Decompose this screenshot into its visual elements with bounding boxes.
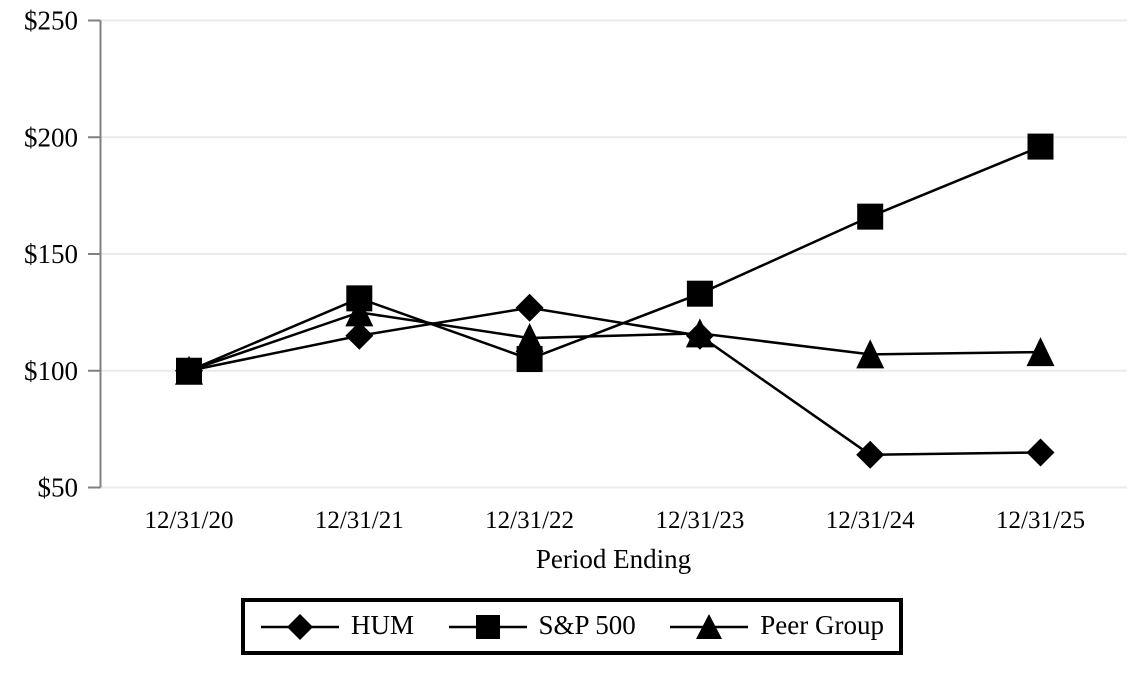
x-tick-label: 12/31/24 xyxy=(826,507,915,534)
legend-label-peer-group: Peer Group xyxy=(760,610,884,640)
x-tick-label: 12/31/21 xyxy=(315,507,404,534)
y-tick-label: $50 xyxy=(38,473,79,503)
series-line-peer-group xyxy=(188,311,1041,372)
marker-s-p-500 xyxy=(176,357,202,384)
x-tick-label: 12/31/25 xyxy=(996,507,1085,534)
marker-s-p-500 xyxy=(1027,133,1054,160)
legend-item-peer-group: Peer Group xyxy=(669,610,884,644)
marker-peer-group xyxy=(685,318,714,348)
marker-hum xyxy=(856,440,885,469)
marker-hum xyxy=(345,321,374,350)
legend-label-sp500: S&P 500 xyxy=(538,610,636,640)
marker-peer-group xyxy=(856,339,885,369)
x-axis-title: Period Ending xyxy=(535,544,692,574)
x-tick-label: 12/31/23 xyxy=(655,507,744,534)
legend-item-sp500: S&P 500 xyxy=(448,610,636,644)
marker-s-p-500 xyxy=(346,285,373,312)
peer-group-triangle-marker-icon xyxy=(670,613,749,639)
x-tick-label: 12/31/20 xyxy=(145,507,234,534)
marker-peer-group xyxy=(1026,337,1055,367)
y-tick-label: $250 xyxy=(24,6,78,36)
y-tick-label: $100 xyxy=(24,356,78,386)
marker-peer-group xyxy=(345,297,374,327)
marker-peer-group xyxy=(515,323,544,353)
hum-diamond-marker-icon xyxy=(261,613,339,640)
marker-hum xyxy=(515,293,544,322)
series-line-s-p-500 xyxy=(188,145,1041,372)
y-tick-label: $150 xyxy=(24,239,78,269)
legend-item-hum: HUM xyxy=(260,610,414,644)
marker-s-p-500 xyxy=(516,346,543,373)
legend: HUM S&P 500 Peer Group xyxy=(241,598,903,655)
marker-s-p-500 xyxy=(686,280,713,307)
legend-label-hum: HUM xyxy=(351,610,415,640)
y-tick-label: $200 xyxy=(24,122,78,152)
series-line-hum xyxy=(188,306,1041,457)
marker-hum xyxy=(1026,438,1055,467)
x-tick-label: 12/31/22 xyxy=(485,507,574,534)
sp500-square-marker-icon xyxy=(448,614,527,639)
marker-s-p-500 xyxy=(857,203,884,230)
